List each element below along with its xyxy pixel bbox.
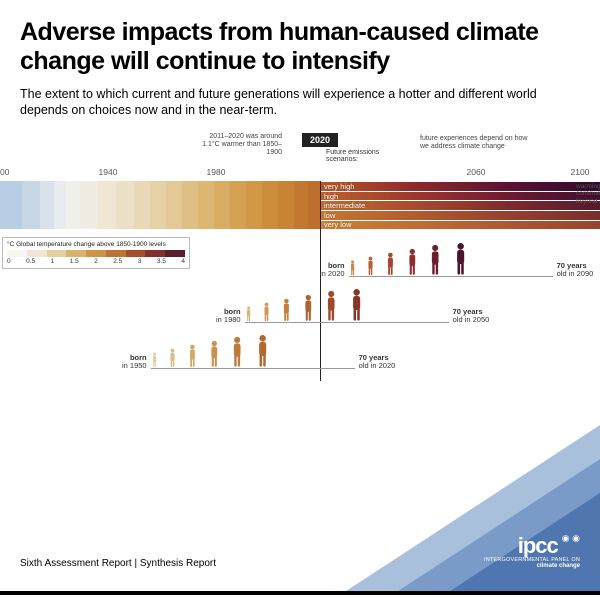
scenario-label: low (324, 211, 335, 220)
year-tick: 2060 (467, 167, 486, 177)
person-icon (428, 244, 442, 276)
stripe-segment (246, 181, 262, 229)
figure-strip (151, 334, 355, 369)
scenario-gradient (320, 192, 600, 201)
year-axis: 19001940198020602100 (20, 167, 580, 179)
stripe-segment (308, 181, 320, 229)
scenario-label: high (324, 192, 338, 201)
stripe-segment (182, 181, 198, 229)
person-icon (453, 242, 468, 276)
stripe-segment (40, 181, 54, 229)
historical-stripes (0, 181, 320, 229)
chart-region: 2011–2020 was around 1.1°C warmer than 1… (20, 133, 580, 375)
stripe-segment (98, 181, 116, 229)
warming-continues-note: warming continues beyond 2100 (576, 183, 600, 204)
person-icon (349, 288, 364, 322)
old-label: 70 yearsold in 2090 (557, 262, 594, 277)
future-scenarios: very highhighintermediatelowvery low (320, 181, 600, 229)
scenario-gradient (320, 211, 600, 220)
stripe-segment (262, 181, 278, 229)
ipcc-subtitle-2: climate change (484, 563, 580, 569)
person-icon (245, 306, 252, 322)
stripe-segment (0, 181, 22, 229)
corner-triangle (340, 425, 600, 595)
scenario-low: low (320, 210, 600, 220)
stripe-segment (54, 181, 66, 229)
person-icon (187, 344, 198, 368)
scenario-very-high: very high (320, 181, 600, 191)
figure-strip (349, 242, 553, 277)
person-icon (385, 252, 396, 276)
person-icon (262, 302, 271, 322)
warming-stripes: very highhighintermediatelowvery low war… (0, 181, 600, 229)
generation-row: bornin 1980 70 yearsold in 2050 (216, 283, 510, 323)
generation-row: bornin 2020 70 yearsold in 2090 (320, 237, 600, 277)
un-wmo-icons: ◉ ◉ (562, 533, 580, 543)
person-icon (255, 334, 270, 368)
generation-rows: bornin 2020 70 yearsold in 2090 bornin 19… (0, 235, 600, 375)
scenarios-heading: Future emissions scenarios: (326, 149, 396, 163)
ipcc-wordmark: ipcc (518, 533, 558, 559)
old-label: 70 yearsold in 2020 (359, 354, 396, 369)
person-icon (151, 352, 158, 368)
subtitle: The extent to which current and future g… (20, 86, 580, 120)
person-icon (366, 256, 375, 276)
stripe-segment (278, 181, 294, 229)
annotation-right: future experiences depend on how we addr… (420, 135, 530, 150)
scenario-label: intermediate (324, 201, 365, 210)
person-icon (208, 340, 221, 368)
stripe-segment (22, 181, 40, 229)
stripe-segment (198, 181, 214, 229)
person-icon (324, 290, 338, 322)
born-label: bornin 2020 (320, 262, 345, 277)
scenario-label: very low (324, 220, 352, 229)
stripe-segment (116, 181, 134, 229)
scenario-high: high (320, 191, 600, 201)
scenario-gradient (320, 182, 600, 191)
year-marker-2020: 2020 (302, 133, 338, 147)
person-icon (406, 248, 419, 276)
scenario-gradient (320, 221, 600, 230)
person-icon (302, 294, 315, 322)
year-tick: 1940 (99, 167, 118, 177)
page-title: Adverse impacts from human-caused climat… (20, 18, 580, 76)
old-label: 70 yearsold in 2050 (453, 308, 490, 323)
report-source: Sixth Assessment Report | Synthesis Repo… (20, 558, 216, 569)
stripe-segment (150, 181, 166, 229)
footer: Sixth Assessment Report | Synthesis Repo… (0, 485, 600, 595)
stripe-segment (66, 181, 80, 229)
stripe-segment (230, 181, 246, 229)
stripe-segment (166, 181, 182, 229)
stripe-segment (80, 181, 98, 229)
stripe-segment (214, 181, 230, 229)
scenario-intermediate: intermediate (320, 200, 600, 210)
person-icon (349, 260, 356, 276)
scenario-label: very high (324, 182, 354, 191)
born-label: bornin 1980 (216, 308, 241, 323)
person-icon (168, 348, 177, 368)
stripe-segment (294, 181, 308, 229)
generation-row: bornin 1950 70 yearsold in 2020 (122, 329, 416, 369)
person-icon (281, 298, 292, 322)
ipcc-logo: ipcc◉ ◉ INTERGOVERNMENTAL PANEL ON clima… (484, 533, 580, 569)
annotation-left: 2011–2020 was around 1.1°C warmer than 1… (202, 133, 282, 156)
year-tick: 1900 (0, 167, 9, 177)
figure-strip (245, 288, 449, 323)
scenario-very-low: very low (320, 220, 600, 230)
bottom-black-bar (0, 591, 600, 595)
born-label: bornin 1950 (122, 354, 147, 369)
stripe-segment (134, 181, 150, 229)
person-icon (230, 336, 244, 368)
year-tick: 1980 (207, 167, 226, 177)
year-tick: 2100 (571, 167, 590, 177)
